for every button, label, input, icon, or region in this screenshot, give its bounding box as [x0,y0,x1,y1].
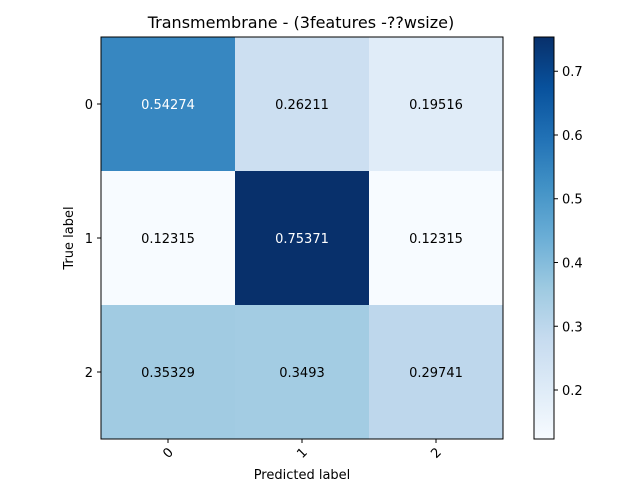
cell-value-label: 0.35329 [141,366,195,381]
colorbar-tick-label: 0.6 [562,129,583,144]
x-axis-label: Predicted label [254,468,351,480]
heatmap-cell [235,305,370,440]
colorbar [533,36,555,440]
y-tick-label: 0 [85,98,93,113]
y-tick-label: 2 [85,366,93,381]
cell-value-label: 0.12315 [141,232,195,247]
colorbar-tick-label: 0.2 [562,384,583,399]
heatmap-cell [369,37,504,172]
heatmap-cell [235,37,370,172]
cell-value-label: 0.26211 [275,98,329,113]
heatmap-cell [235,171,370,306]
y-tick-label: 1 [85,232,93,247]
cell-value-label: 0.12315 [409,232,463,247]
x-tick-label: 1 [294,445,310,461]
cell-value-label: 0.75371 [275,232,329,247]
cell-value-label: 0.54274 [141,98,195,113]
chart-title: Transmembrane - (3features -??wsize) [147,13,454,32]
colorbar-ticks: 0.2 0.3 0.4 0.5 0.6 0.7 [554,65,583,399]
heatmap-cells [101,37,504,440]
y-axis-label: True label [62,206,77,270]
colorbar-tick-label: 0.4 [562,257,583,272]
heatmap-cell [101,305,236,440]
heatmap-cell-labels: 0.54274 0.26211 0.19516 0.12315 0.75371 0.123… [141,98,463,381]
cell-value-label: 0.3493 [279,366,325,381]
heatmap-cell [101,171,236,306]
cell-value-label: 0.29741 [409,366,463,381]
cell-value-label: 0.19516 [409,98,463,113]
colorbar-tick-label: 0.5 [562,193,583,208]
x-tick-label: 2 [428,445,444,461]
heatmap-cell [101,37,236,172]
colorbar-tick-label: 0.7 [562,65,583,80]
heatmap-cell [369,171,504,306]
x-axis-ticks: 0 1 2 [160,439,445,462]
x-tick-label: 0 [160,445,176,461]
colorbar-tick-label: 0.3 [562,320,583,335]
heatmap-cell [369,305,504,440]
y-axis-ticks: 0 1 2 [85,98,101,381]
